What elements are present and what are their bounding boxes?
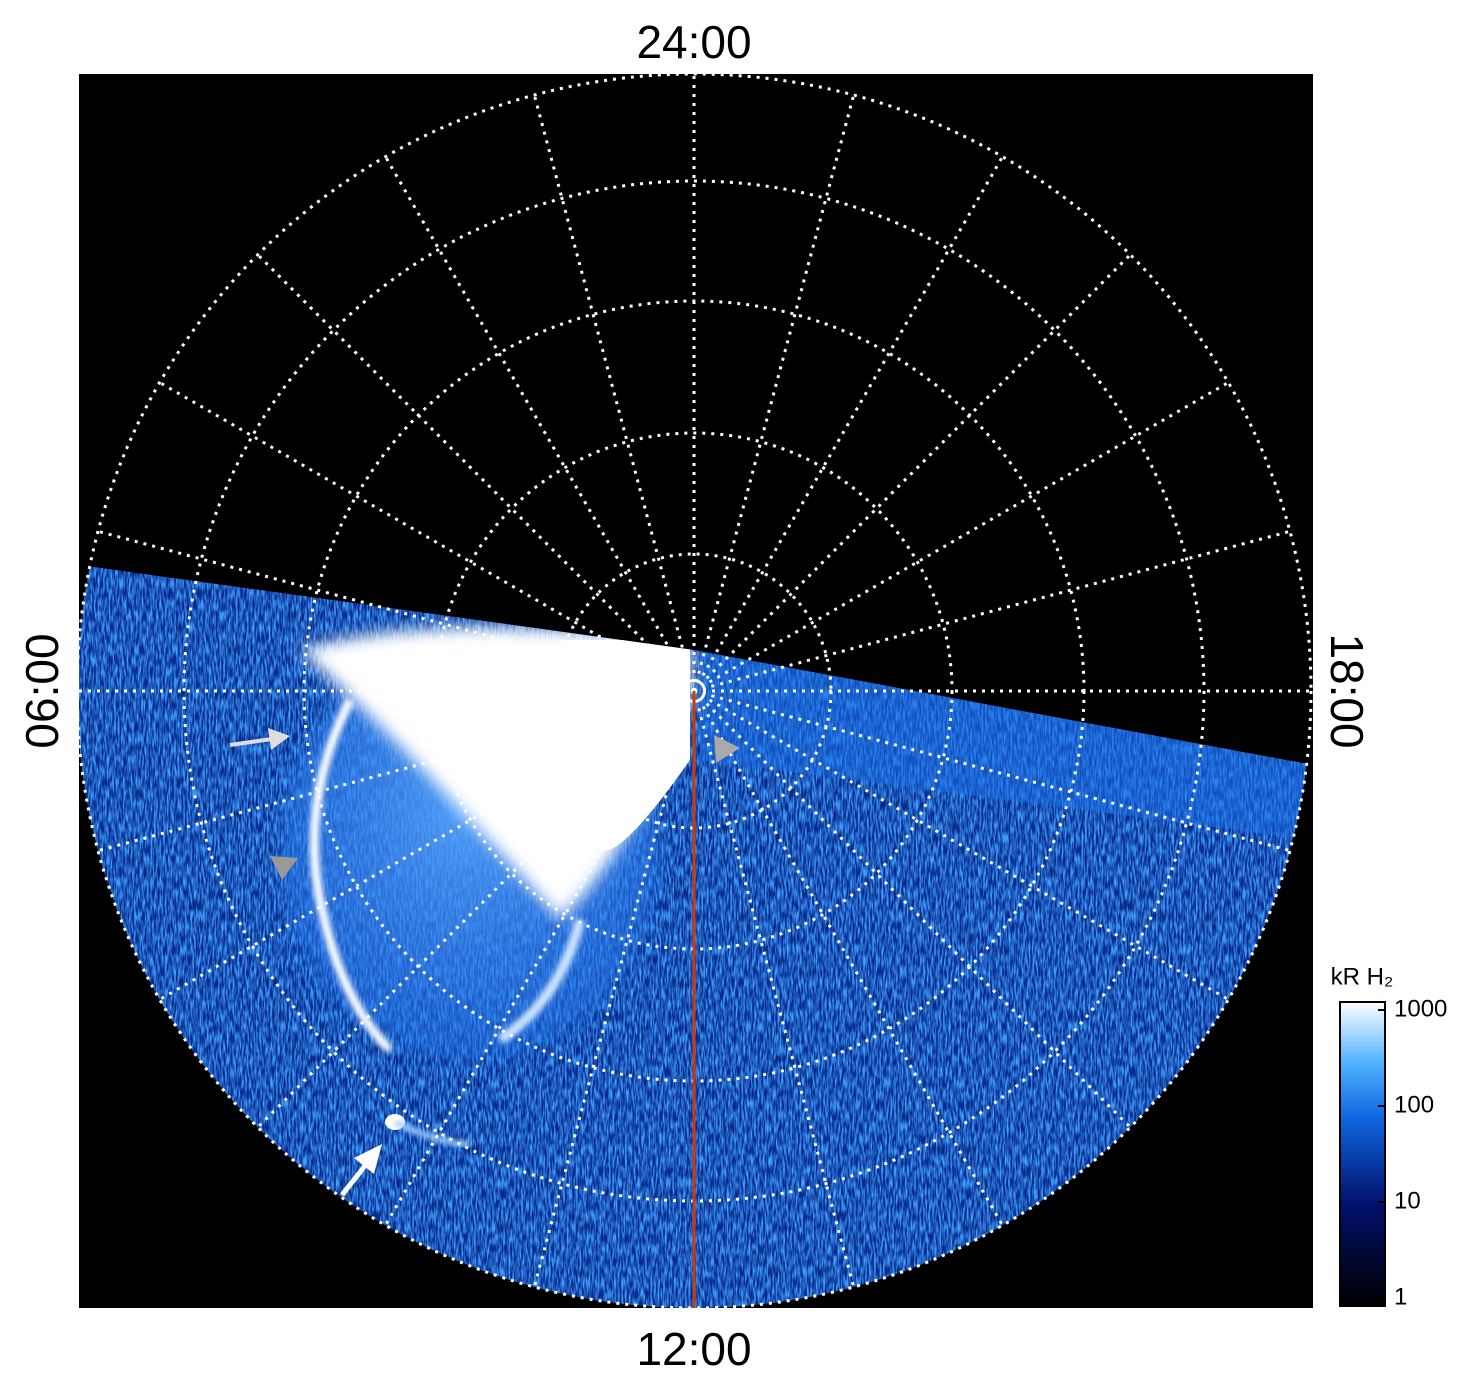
colorbar-tick-label: 100 [1394,1091,1434,1118]
label-left: 06:00 [16,633,68,748]
grid-radial [97,529,695,693]
colorbar-title: kR H₂ [1331,963,1394,990]
grid-radial [693,689,1230,1001]
colorbar-scale [1339,1001,1386,1307]
polar-grid [75,72,1313,1310]
colorbar-tick-label: 10 [1394,1187,1421,1214]
grid-radial [692,690,1004,1227]
grid-radial [693,689,1291,853]
grid-radial [692,94,856,692]
label-right: 18:00 [1321,633,1373,748]
grid-radial [158,689,695,1001]
grid-radial [692,155,1004,692]
grid-radial [532,690,696,1288]
colorbar-tick-label: 1 [1394,1283,1407,1310]
grid-radial [532,94,696,692]
grid-radial [693,381,1230,693]
label-bottom: 12:00 [636,1323,751,1375]
grid-radial [158,381,695,693]
grid-radial [97,689,695,853]
grid-radial [692,689,1132,1129]
grid-radial [692,253,1132,693]
grid-circle [75,72,1313,1310]
grid-radial [384,690,696,1227]
grid-radial [384,155,696,692]
label-top: 24:00 [636,16,751,68]
colorbar-tick-label: 1000 [1394,995,1447,1022]
grid-radial [256,253,696,693]
annotation-arrows [229,728,740,1197]
grid-radial [256,689,696,1129]
grid-radial [692,690,856,1288]
grid-radial [693,529,1291,693]
colorbar: kR H₂ 1 10 100 1000 [1331,963,1448,1310]
